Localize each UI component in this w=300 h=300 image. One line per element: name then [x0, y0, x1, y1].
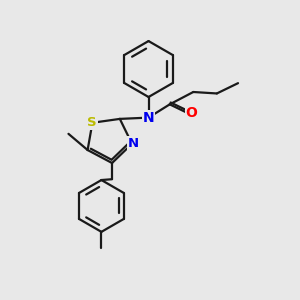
Text: O: O [186, 106, 197, 120]
Text: S: S [87, 116, 97, 129]
Text: N: N [143, 111, 154, 124]
Text: N: N [128, 137, 139, 150]
